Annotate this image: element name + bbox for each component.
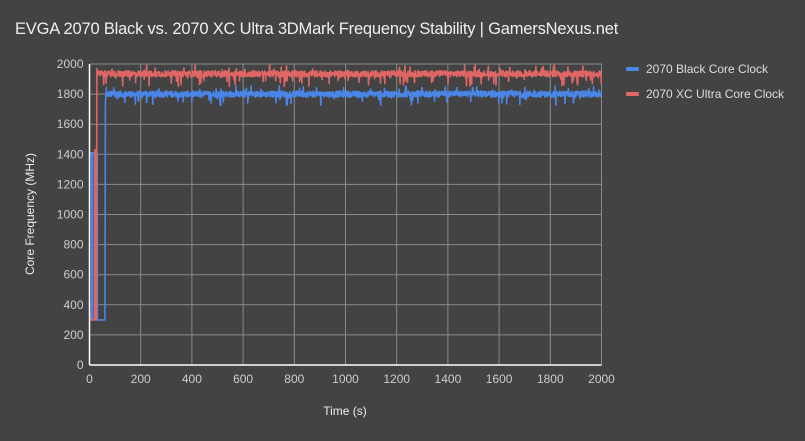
svg-text:800: 800 [63, 238, 83, 252]
svg-text:200: 200 [131, 372, 151, 386]
legend-item-black[interactable]: 2070 Black Core Clock [626, 56, 784, 81]
y-axis-label: Core Frequency (MHz) [23, 152, 37, 276]
svg-text:1800: 1800 [537, 372, 564, 386]
svg-text:400: 400 [63, 298, 83, 312]
svg-text:0: 0 [77, 358, 84, 372]
svg-text:1200: 1200 [383, 372, 410, 386]
svg-text:1200: 1200 [57, 177, 84, 191]
svg-text:1600: 1600 [57, 117, 84, 131]
legend-label: 2070 XC Ultra Core Clock [646, 86, 785, 101]
svg-text:1000: 1000 [332, 372, 359, 386]
svg-text:1800: 1800 [57, 87, 84, 101]
series-lines [88, 64, 603, 321]
legend-swatch-red [626, 91, 639, 96]
axes [88, 64, 602, 366]
x-axis-label: Time (s) [323, 404, 367, 418]
legend-label: 2070 Black Core Clock [646, 61, 769, 76]
svg-text:0: 0 [86, 372, 93, 386]
grid-lines [89, 63, 602, 365]
svg-text:1600: 1600 [486, 372, 513, 386]
tick-labels: 0 200 400 600 800 1000 1200 1400 1600 1800 2000 0 20… [57, 57, 615, 386]
svg-text:200: 200 [63, 328, 83, 342]
svg-text:1400: 1400 [435, 372, 462, 386]
svg-text:1400: 1400 [57, 147, 84, 161]
svg-text:400: 400 [182, 372, 202, 386]
svg-text:600: 600 [233, 372, 253, 386]
svg-text:1000: 1000 [57, 208, 84, 222]
svg-text:600: 600 [63, 268, 83, 282]
legend-item-xc-ultra[interactable]: 2070 XC Ultra Core Clock [626, 81, 784, 106]
legend: 2070 Black Core Clock 2070 XC Ultra Core… [626, 56, 784, 106]
svg-text:800: 800 [284, 372, 304, 386]
svg-text:2000: 2000 [57, 57, 84, 71]
legend-swatch-blue [626, 66, 639, 71]
svg-text:2000: 2000 [588, 372, 615, 386]
chart-title: EVGA 2070 Black vs. 2070 XC Ultra 3DMark… [15, 20, 619, 38]
